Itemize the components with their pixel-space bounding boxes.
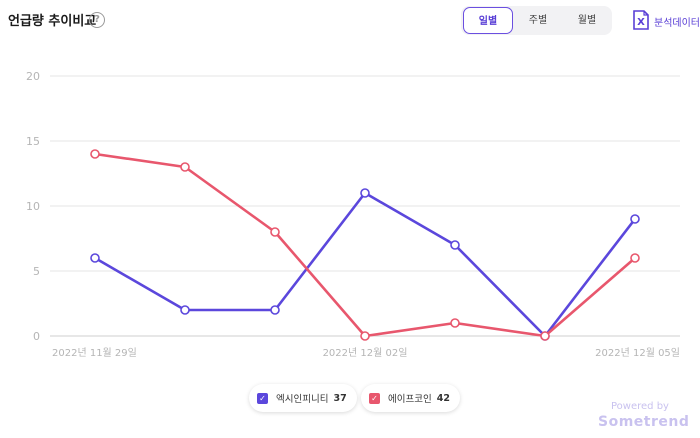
- x-tick-label: 2022년 12월 02일: [323, 347, 408, 359]
- tab-monthly[interactable]: 월별: [577, 15, 597, 26]
- data-point-series-1: [630, 214, 640, 224]
- data-point-series-1: [270, 305, 280, 315]
- data-point-series-1: [360, 188, 370, 198]
- series-line-2: [94, 152, 636, 338]
- data-point-series-1: [90, 253, 100, 263]
- y-tick-label: 20: [26, 70, 40, 83]
- legend-count: 42: [436, 392, 450, 404]
- y-tick-label: 5: [33, 265, 40, 278]
- data-point-series-2: [360, 331, 370, 341]
- excel-icon-letter: X: [637, 17, 645, 28]
- tab-weekly[interactable]: 주별: [528, 15, 548, 26]
- data-point-series-2: [180, 162, 190, 172]
- data-point-series-2: [270, 227, 280, 237]
- series-line-1: [94, 191, 637, 338]
- line-chart: 0 5 10 15 20 2022년 11월 29일 2022년 12월 02일 2022년 …: [26, 70, 680, 359]
- help-icon[interactable]: ?: [89, 12, 105, 28]
- page-title: 언급량 추이비교: [8, 14, 97, 29]
- export-data-link[interactable]: 분석데이터: [654, 18, 700, 29]
- checkbox-icon[interactable]: ✓: [369, 392, 380, 404]
- powered-by-text: Powered by: [611, 401, 669, 412]
- checkbox-icon[interactable]: ✓: [257, 392, 268, 404]
- legend-count: 37: [333, 392, 347, 404]
- excel-icon[interactable]: X: [632, 10, 650, 30]
- data-point-series-2: [450, 318, 460, 328]
- data-point-series-2: [540, 331, 550, 341]
- tab-daily[interactable]: 일별: [463, 7, 513, 34]
- x-tick-label: 2022년 11월 29일: [52, 347, 137, 359]
- x-tick-label: 2022년 12월 05일: [595, 347, 680, 359]
- data-point-series-1: [180, 305, 190, 315]
- legend-label: 엑시인피니티: [276, 394, 329, 405]
- y-tick-label: 15: [26, 135, 40, 148]
- legend-item-series-2[interactable]: ✓ 에이프코인 42: [361, 384, 460, 412]
- y-tick-label: 10: [26, 200, 40, 213]
- brand-logo: Sometrend: [598, 414, 690, 430]
- period-tab-group: 일별 주별 월별: [461, 6, 612, 35]
- legend-label: 에이프코인: [388, 394, 432, 405]
- data-point-series-2: [90, 149, 100, 159]
- legend-item-series-1[interactable]: ✓ 엑시인피니티 37: [249, 384, 357, 412]
- data-point-series-1: [450, 240, 460, 250]
- y-tick-label: 0: [33, 330, 40, 343]
- data-point-series-2: [630, 253, 640, 263]
